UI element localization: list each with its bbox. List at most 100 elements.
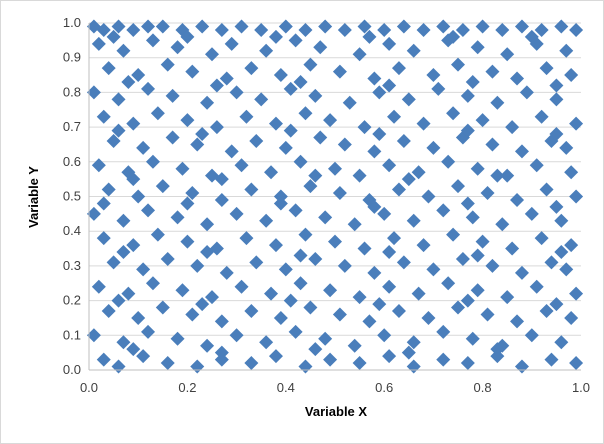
data-point <box>549 199 564 214</box>
data-point <box>175 283 190 298</box>
data-point <box>86 328 101 343</box>
data-point <box>200 245 215 260</box>
data-point <box>554 19 569 34</box>
data-point <box>387 109 402 124</box>
data-point <box>416 116 431 131</box>
data-point <box>96 352 111 367</box>
data-point <box>460 293 475 308</box>
data-point <box>500 168 515 183</box>
data-point <box>455 22 470 37</box>
data-point <box>382 279 397 294</box>
y-tick-label: 1.0 <box>63 15 81 30</box>
data-point <box>391 61 406 76</box>
data-point <box>288 324 303 339</box>
data-point <box>180 113 195 128</box>
data-point <box>96 196 111 211</box>
data-point <box>426 262 441 277</box>
data-point <box>357 241 372 256</box>
data-point <box>190 359 205 374</box>
data-point <box>367 199 382 214</box>
data-point <box>229 328 244 343</box>
data-point <box>234 279 249 294</box>
data-point <box>126 342 141 357</box>
data-point <box>278 19 293 34</box>
data-point <box>510 192 525 207</box>
data-point <box>278 262 293 277</box>
data-point <box>436 19 451 34</box>
data-point <box>155 179 170 194</box>
data-point <box>475 234 490 249</box>
data-point <box>131 189 146 204</box>
data-point <box>131 68 146 83</box>
data-point <box>175 161 190 176</box>
data-point <box>214 192 229 207</box>
data-point <box>244 356 259 371</box>
y-tick-label: 0.7 <box>63 119 81 134</box>
data-point <box>559 140 574 155</box>
data-point <box>209 78 224 93</box>
data-point <box>495 217 510 232</box>
data-point <box>180 196 195 211</box>
data-points <box>86 19 584 374</box>
data-point <box>273 310 288 325</box>
x-axis-title: Variable X <box>305 404 367 419</box>
data-point <box>185 307 200 322</box>
data-point <box>111 123 126 138</box>
data-point <box>470 161 485 176</box>
data-point <box>426 68 441 83</box>
data-point <box>283 293 298 308</box>
data-point <box>500 290 515 305</box>
data-point <box>534 22 549 37</box>
data-point <box>91 279 106 294</box>
data-point <box>268 238 283 253</box>
data-point <box>406 213 421 228</box>
axes <box>88 23 581 371</box>
data-point <box>244 182 259 197</box>
data-point <box>347 338 362 353</box>
data-point <box>170 40 185 55</box>
data-point <box>396 19 411 34</box>
y-tick-label: 0.6 <box>63 154 81 169</box>
data-point <box>205 47 219 62</box>
data-point <box>406 335 421 350</box>
data-point <box>126 22 141 37</box>
data-point <box>303 179 318 194</box>
y-tick-label: 0.2 <box>63 293 81 308</box>
y-tick-label: 0.4 <box>63 223 81 238</box>
data-point <box>190 137 205 152</box>
data-point <box>377 206 392 221</box>
data-point <box>401 172 416 187</box>
data-point <box>559 43 574 58</box>
data-point <box>529 158 544 173</box>
data-point <box>534 109 549 124</box>
data-point <box>529 279 544 294</box>
data-point <box>150 106 165 121</box>
data-point <box>121 74 136 89</box>
data-point <box>337 137 352 152</box>
data-point <box>519 85 534 100</box>
x-tick-label: 0.4 <box>277 380 295 395</box>
data-point <box>141 324 156 339</box>
data-point <box>495 22 510 37</box>
data-point <box>480 307 495 322</box>
data-point <box>569 22 584 37</box>
data-point <box>337 22 352 37</box>
data-point <box>145 33 160 48</box>
data-point <box>106 255 121 270</box>
data-point <box>224 144 239 159</box>
data-point <box>150 227 165 242</box>
data-point <box>559 262 574 277</box>
data-point <box>249 133 264 148</box>
data-point <box>485 64 500 79</box>
data-point <box>328 234 342 249</box>
data-point <box>460 196 475 211</box>
data-point <box>549 78 564 93</box>
data-point <box>337 258 352 273</box>
data-point <box>539 304 554 319</box>
y-tick-label: 0.9 <box>63 50 81 65</box>
data-point <box>382 36 397 51</box>
x-tick-label: 0.8 <box>474 380 492 395</box>
data-point <box>111 92 126 107</box>
data-point <box>91 158 106 173</box>
data-point <box>549 297 564 312</box>
